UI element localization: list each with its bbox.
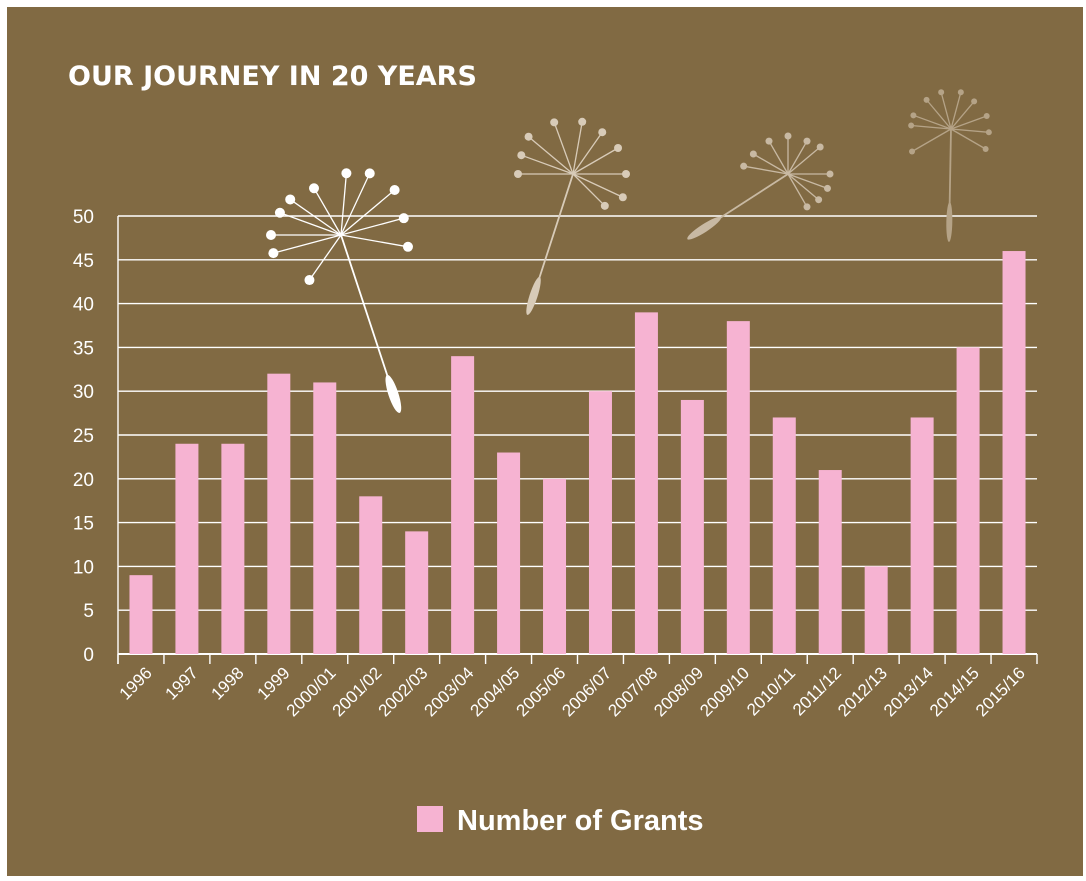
bars [129,251,1026,655]
bar [359,496,383,654]
bar [451,356,475,654]
y-tick-label: 5 [83,601,94,622]
bar [129,575,153,654]
x-tick-label: 2002/03 [375,663,432,720]
bar [267,373,291,654]
y-tick-label: 0 [83,645,94,666]
bar [818,470,842,654]
bar [175,443,199,654]
x-tick-label: 2010/11 [743,663,799,719]
x-tick-label: 2007/08 [604,663,661,720]
bar [772,417,796,654]
dandelion-seed-icon [266,168,413,413]
y-tick-label: 15 [73,514,94,535]
bar [864,566,888,654]
y-tick-label: 25 [73,426,94,447]
bar [1002,251,1026,655]
bar [910,417,934,654]
x-tick-label: 1996 [116,663,156,703]
x-tick-label: 2009/10 [696,663,753,720]
legend-label: Number of Grants [457,805,704,837]
y-tick-label: 40 [73,295,94,316]
x-tick-label: 2000/01 [283,663,340,720]
x-axis: 1996 1997 1998 19992000/012001/022002/03200… [116,654,1038,720]
x-tick-label: 2012/13 [834,663,891,720]
y-tick-label: 30 [73,382,94,403]
y-tick-label: 50 [73,207,94,228]
y-tick-label: 10 [73,557,94,578]
bar [726,321,750,654]
bar [956,347,980,654]
x-tick-label: 1999 [253,663,293,703]
bar [405,531,429,654]
x-tick-label: 2015/16 [972,663,1029,720]
y-tick-label: 35 [73,338,94,359]
y-tick-label: 45 [73,251,94,272]
y-axis: 0 5 10 15 20 25 30 35 40 45 50 [73,207,119,666]
bar [221,443,245,654]
bar [543,478,567,654]
x-tick-label: 2008/09 [650,663,707,720]
x-tick-label: 2005/06 [512,663,569,720]
x-tick-label: 2004/05 [467,663,524,720]
x-tick-label: 2001/02 [329,663,386,720]
dandelion-seed-icon [514,117,630,315]
gridlines [118,215,1037,655]
dandelion-seed-icon [687,132,834,240]
bar [634,312,658,654]
y-tick-label: 20 [73,470,94,491]
legend: Number of Grants [417,805,704,837]
chart-panel: OUR JOURNEY IN 20 YEARS 0 5 10 15 20 25 30 35 40… [7,7,1083,876]
x-tick-label: 2011/12 [789,663,845,719]
x-tick-label: 2014/15 [926,663,983,720]
bar [497,452,521,654]
legend-swatch [417,806,443,832]
bar [313,382,337,654]
bar-chart: OUR JOURNEY IN 20 YEARS 0 5 10 15 20 25 30 35 40… [68,61,1038,837]
x-tick-label: 1998 [208,663,248,703]
dandelion-decorations [266,89,992,413]
bar [588,391,612,654]
chart-title: OUR JOURNEY IN 20 YEARS [68,61,477,92]
dandelion-seed-icon [908,89,992,242]
bar [680,399,704,654]
x-tick-label: 2013/14 [880,663,937,720]
x-tick-label: 1997 [162,663,202,703]
x-tick-label: 2003/04 [421,663,478,720]
x-tick-label: 2006/07 [558,663,615,720]
